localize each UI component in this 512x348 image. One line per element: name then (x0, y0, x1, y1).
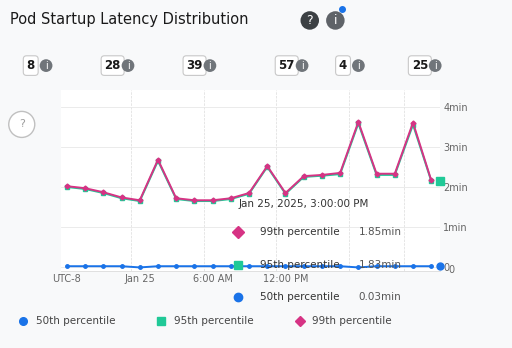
Text: 99th percentile: 99th percentile (260, 227, 339, 237)
Text: 50th percentile: 50th percentile (260, 292, 339, 302)
Text: i: i (301, 61, 304, 71)
Text: Jan 25, 2025, 3:00:00 PM: Jan 25, 2025, 3:00:00 PM (238, 199, 369, 209)
Text: i: i (45, 61, 48, 71)
Text: i: i (126, 61, 130, 71)
Circle shape (9, 111, 35, 137)
Text: ?: ? (307, 14, 313, 27)
Text: 4: 4 (339, 59, 347, 72)
Text: 1.85min: 1.85min (358, 227, 401, 237)
Text: i: i (208, 61, 211, 71)
Text: i: i (357, 61, 360, 71)
Text: 39: 39 (186, 59, 203, 72)
Text: 8: 8 (27, 59, 35, 72)
Text: 25: 25 (412, 59, 428, 72)
Text: i: i (334, 14, 337, 27)
Text: Pod Startup Latency Distribution: Pod Startup Latency Distribution (10, 12, 249, 27)
Text: i: i (434, 61, 437, 71)
Text: 95th percentile: 95th percentile (174, 316, 254, 326)
Text: 50th percentile: 50th percentile (36, 316, 115, 326)
Text: 57: 57 (279, 59, 295, 72)
Text: 95th percentile: 95th percentile (260, 260, 339, 270)
Text: 99th percentile: 99th percentile (312, 316, 392, 326)
Text: 1.83min: 1.83min (358, 260, 401, 270)
Text: 28: 28 (104, 59, 121, 72)
Text: 0: 0 (448, 265, 454, 275)
Text: ?: ? (19, 119, 25, 129)
Text: 0.03min: 0.03min (359, 292, 401, 302)
